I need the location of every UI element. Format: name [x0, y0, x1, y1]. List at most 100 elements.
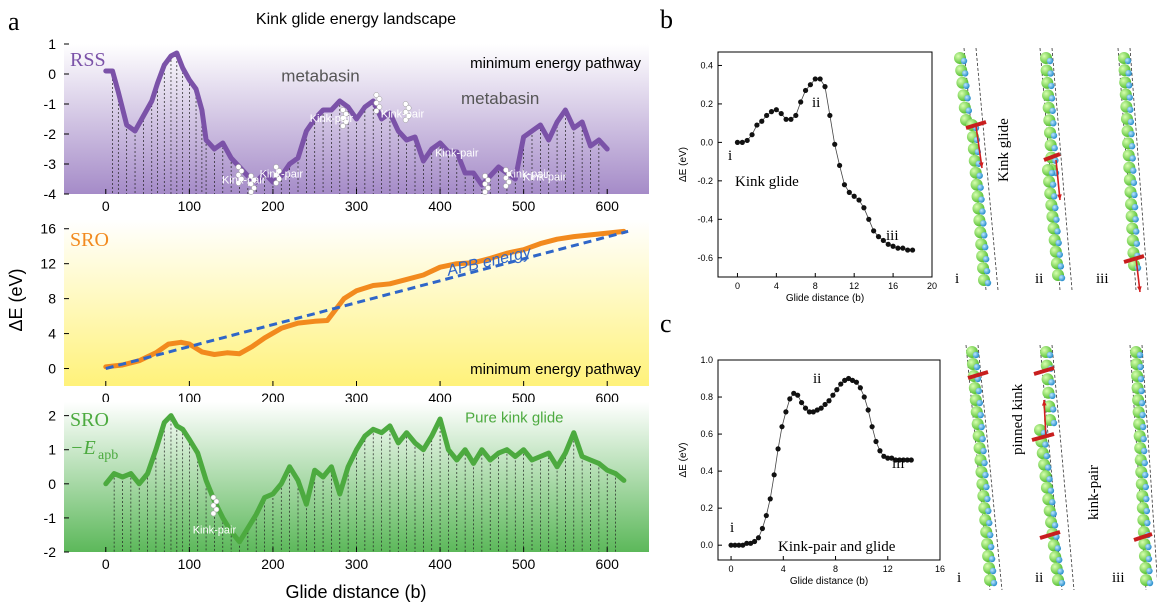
- atom: [982, 255, 990, 263]
- data-point: [783, 116, 789, 122]
- atom: [1143, 495, 1150, 503]
- x-tick-label: 8: [813, 281, 818, 291]
- sro-curve: [103, 228, 627, 370]
- data-point: [896, 457, 903, 463]
- data-point: [739, 139, 745, 145]
- kink-pair-marker: [340, 115, 346, 121]
- data-point: [798, 399, 805, 406]
- atom: [981, 459, 988, 467]
- data-point: [909, 247, 916, 253]
- kink-pair-label: Kink-pair: [260, 169, 304, 181]
- data-point: [751, 538, 758, 545]
- panel-label: SRO: [70, 409, 109, 431]
- kink-pair-marker: [503, 175, 509, 181]
- data-point: [881, 453, 887, 459]
- panel-c: 0.0 0.2 0.4 0.6 0.8 1.0 0 4 8 12 16 Glide distance …: [678, 355, 945, 587]
- atom: [1046, 57, 1054, 65]
- x-tick-label: 0: [102, 198, 110, 214]
- y-tick-label: -2: [44, 544, 57, 560]
- atom: [1054, 545, 1062, 552]
- data-point: [877, 448, 883, 454]
- kink-pair-label: Kink-pair: [381, 109, 425, 121]
- data-point: [744, 137, 750, 144]
- atom: [1138, 387, 1145, 395]
- kink-pair-marker: [482, 173, 488, 179]
- atom: [1057, 263, 1065, 270]
- kink-pair-marker: [273, 164, 279, 170]
- structure-label: kink-pair: [1086, 465, 1102, 520]
- connector-line: [731, 378, 912, 546]
- kink-pair-marker: [376, 104, 383, 110]
- y-tick-label: -1: [44, 510, 57, 526]
- g: [1040, 346, 1058, 427]
- atom: [989, 567, 997, 575]
- atom: [1127, 106, 1134, 113]
- kink-pair-label: Kink-pair: [523, 172, 567, 184]
- atom: [1145, 543, 1152, 551]
- guide-line: [1129, 47, 1149, 291]
- kink-pair-marker: [210, 502, 217, 509]
- x-tick-label: 200: [261, 198, 285, 214]
- atom: [986, 519, 993, 527]
- atom: [980, 220, 987, 227]
- data-point: [807, 82, 814, 88]
- data-point: [893, 457, 899, 463]
- data-point: [728, 542, 734, 548]
- data-point: [885, 455, 891, 461]
- kink-pair-marker: [485, 177, 491, 183]
- g: [1130, 346, 1154, 587]
- atom: [1139, 411, 1146, 419]
- x-tick-label: 12: [883, 564, 893, 574]
- data-point: [845, 375, 852, 382]
- kink-bar: [965, 120, 987, 130]
- data-point: [853, 379, 860, 385]
- data-point: [830, 392, 836, 398]
- kink-pair-marker: [248, 173, 254, 179]
- guide-line: [1051, 47, 1073, 291]
- atom: [1049, 499, 1056, 506]
- y-tick-label: 0.2: [700, 99, 713, 109]
- data-point: [827, 112, 833, 119]
- annotation-text: minimum energy pathway: [470, 55, 641, 72]
- panel-label: RSS: [70, 49, 106, 71]
- atom: [981, 232, 988, 239]
- y-tick-label: -0.6: [697, 253, 713, 263]
- atom: [1132, 216, 1139, 223]
- kink-pair-label: Kink-pair: [435, 148, 479, 160]
- atom: [984, 495, 991, 503]
- atom: [987, 531, 994, 539]
- kink-bar: [1039, 530, 1061, 540]
- y-tick-label: 2: [48, 408, 56, 424]
- atom: [1137, 363, 1144, 371]
- kink-pair-marker: [276, 176, 282, 182]
- g: [1118, 52, 1142, 272]
- atom: [1048, 95, 1056, 102]
- data-point: [754, 122, 760, 128]
- kink-pair-marker: [373, 92, 380, 98]
- data-point: [904, 457, 910, 463]
- atom: [965, 107, 972, 114]
- atom: [1133, 240, 1141, 247]
- state-marker: ii: [813, 371, 821, 387]
- data-point: [734, 139, 741, 145]
- x-axis-label: Glide distance (b): [790, 576, 868, 587]
- atom: [1050, 120, 1057, 127]
- x-tick-label: 12: [849, 281, 859, 291]
- atom: [1049, 392, 1056, 399]
- atom: [987, 543, 995, 551]
- atom: [980, 447, 987, 455]
- panel-label: −E: [70, 437, 96, 459]
- atom: [983, 267, 991, 275]
- data-point: [908, 457, 914, 463]
- annotation-text: metabasin: [281, 67, 359, 86]
- atom: [962, 70, 969, 77]
- pure-kink-curve: [103, 413, 627, 545]
- kink-pair-marker: [506, 171, 512, 177]
- atom: [1056, 556, 1063, 564]
- panel-letter-b: b: [660, 5, 673, 34]
- atom: [1051, 193, 1058, 200]
- kink-pair-marker: [482, 181, 488, 187]
- kink-pair-marker: [503, 183, 509, 189]
- kink-pair-marker: [235, 180, 242, 186]
